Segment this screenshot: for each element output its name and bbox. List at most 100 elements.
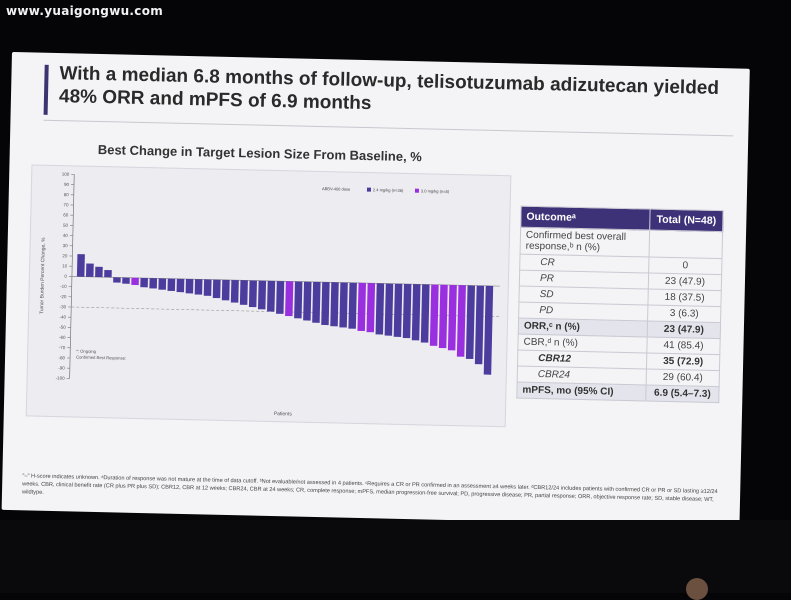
bar <box>258 281 266 310</box>
bar <box>448 285 457 350</box>
bar <box>276 281 284 314</box>
y-tick-label: 80 <box>64 192 70 197</box>
bar <box>249 280 257 307</box>
chart-annotation: *: Ongoing <box>76 349 97 354</box>
bar <box>104 270 112 277</box>
y-tick-label: 30 <box>63 243 69 248</box>
row-value: 6.9 (5.4–7.3) <box>646 385 719 403</box>
row-value: 0 <box>649 257 722 275</box>
bar <box>403 284 412 338</box>
y-tick-label: -70 <box>59 345 66 350</box>
y-tick-label: 90 <box>64 182 70 187</box>
bar <box>204 279 212 295</box>
header-outcome: Outcomeᵃ <box>521 206 650 230</box>
bar <box>222 280 230 301</box>
bar <box>430 285 439 346</box>
bar <box>86 263 94 276</box>
table-row: mPFS, mo (95% CI)6.9 (5.4–7.3) <box>517 382 719 403</box>
bar <box>195 279 203 294</box>
y-tick-label: 20 <box>62 253 68 258</box>
row-value: 23 (47.9) <box>648 273 721 291</box>
bar <box>213 280 221 299</box>
row-label: Confirmed best overall response,ᵇ n (%) <box>520 227 650 257</box>
y-tick-label: -100 <box>56 376 66 381</box>
bar <box>95 267 103 277</box>
bar <box>348 283 356 329</box>
bar <box>439 285 448 348</box>
y-tick-label: -90 <box>58 365 65 370</box>
y-axis-label: Tumor Burden Percent Change, % <box>39 237 47 314</box>
y-tick-label: -30 <box>60 304 67 309</box>
bar <box>77 254 85 277</box>
y-tick-label: 50 <box>63 223 69 228</box>
bar <box>240 280 248 305</box>
y-tick-label: 70 <box>63 202 69 207</box>
bar <box>367 283 376 332</box>
bar <box>158 278 166 289</box>
legend-swatch <box>415 189 419 193</box>
row-value: 35 (72.9) <box>646 353 719 371</box>
bar <box>113 277 121 282</box>
bar <box>285 281 293 316</box>
bar <box>466 285 475 359</box>
bar <box>457 285 466 357</box>
audience-floor <box>0 520 791 593</box>
bar <box>321 282 329 325</box>
bar <box>339 283 347 328</box>
y-tick-label: -20 <box>60 294 67 299</box>
y-tick-label: 40 <box>63 233 69 238</box>
legend-swatch <box>367 188 371 192</box>
x-axis-label: Patients <box>274 411 293 417</box>
bar <box>267 281 275 312</box>
bar <box>122 278 130 284</box>
bar <box>303 282 311 321</box>
title-accent-bar <box>44 65 49 115</box>
bar <box>357 283 366 331</box>
bar <box>376 283 385 334</box>
bar <box>186 279 194 293</box>
legend-label: 3.0 mg/kg (n=8) <box>421 188 450 194</box>
row-label: mPFS, mo (95% CI) <box>517 382 646 401</box>
y-tick-label: -80 <box>59 355 66 360</box>
bar <box>294 281 302 318</box>
legend-label: 2.4 mg/kg (n=36) <box>373 187 404 193</box>
row-value: 18 (37.5) <box>648 289 721 307</box>
y-tick-label: 60 <box>63 213 69 218</box>
bar <box>177 279 185 292</box>
waterfall-chart: 1009080706050403020100-10-20-30-40-50-60… <box>27 165 511 426</box>
y-tick-label: -60 <box>59 335 66 340</box>
row-value: 41 (85.4) <box>647 337 720 355</box>
chart-annotation: Confirmed Best Response: <box>76 355 126 361</box>
bar <box>394 284 403 337</box>
y-tick-label: 10 <box>62 263 68 268</box>
presentation-slide: With a median 6.8 months of follow-up, t… <box>2 52 750 527</box>
row-value: 3 (6.3) <box>648 305 721 323</box>
bar <box>231 280 239 303</box>
row-value <box>649 230 723 259</box>
chart-heading: Best Change in Target Lesion Size From B… <box>98 142 422 164</box>
audience-head <box>686 578 708 600</box>
watermark: www.yuaigongwu.com <box>6 4 163 18</box>
bar <box>312 282 320 323</box>
bar <box>167 279 175 291</box>
bar <box>131 278 139 285</box>
bar <box>330 282 338 326</box>
bar <box>412 284 421 340</box>
row-value: 29 (60.4) <box>646 369 719 387</box>
y-tick-label: 100 <box>62 172 70 177</box>
slide-title: With a median 6.8 months of follow-up, t… <box>59 62 720 123</box>
bar <box>140 278 148 287</box>
footnote: "–" H-score indicates unknown. ᵃDuration… <box>22 472 722 512</box>
legend-title: ABBV-400 dose <box>322 186 351 192</box>
y-tick-label: 0 <box>64 274 67 279</box>
bar <box>385 284 394 336</box>
row-value: 23 (47.9) <box>647 321 720 339</box>
y-tick-label: -40 <box>59 314 66 319</box>
bar <box>484 286 493 375</box>
bar <box>149 278 157 288</box>
y-tick-label: -50 <box>59 325 66 330</box>
bar <box>475 286 484 365</box>
y-tick-label: -10 <box>60 284 67 289</box>
header-total: Total (N=48) <box>650 209 723 232</box>
